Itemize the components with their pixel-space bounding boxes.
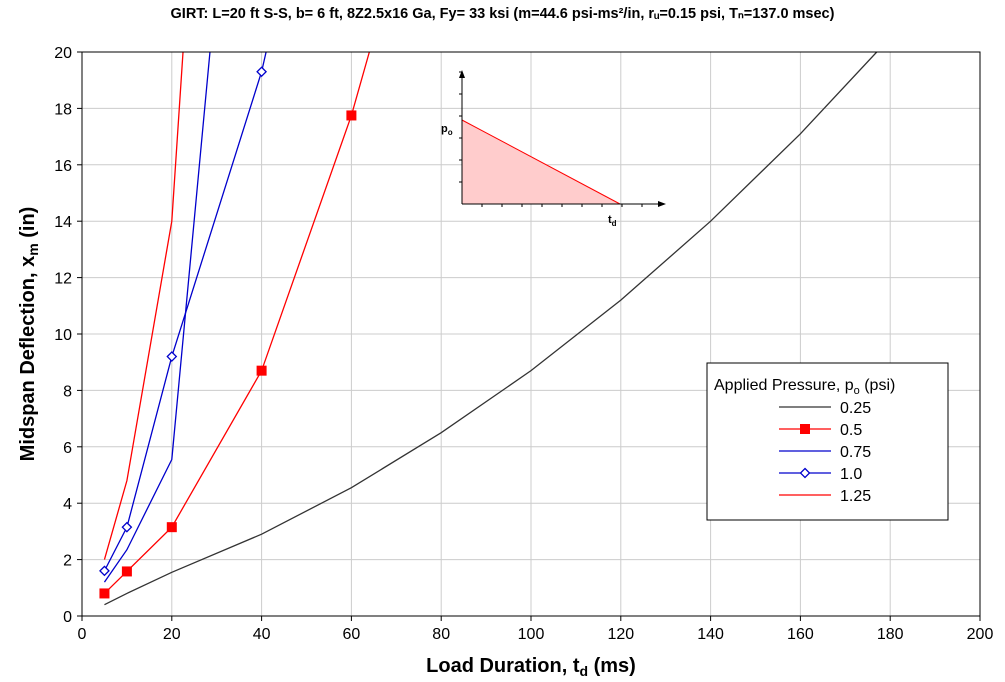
series-group: [99, 52, 878, 606]
inset-t-label: td: [608, 214, 617, 228]
x-tick-label: 160: [787, 626, 814, 643]
series-1.25: [103, 52, 184, 560]
chart-title: GIRT: L=20 ft S-S, b= 6 ft, 8Z2.5x16 Ga,…: [170, 6, 835, 22]
legend-item-1.25: 1.25: [779, 488, 871, 505]
inset-y-arrow: [459, 70, 465, 78]
y-tick-label: 6: [63, 440, 72, 457]
legend-item-0.5: 0.5: [779, 422, 862, 439]
inset-p-label: po: [441, 123, 453, 137]
data-point: [256, 365, 267, 376]
inset-x-arrow: [658, 201, 666, 207]
legend-label-0.75: 0.75: [840, 444, 871, 461]
series-line-1.25: [103, 52, 184, 560]
legend: Applied Pressure, po (psi) 0.25 0.5 0.75 1.…: [706, 362, 949, 521]
legend-item-1.0: 1.0: [779, 466, 862, 483]
y-tick-label: 12: [54, 271, 72, 288]
x-tick-label: 40: [253, 626, 271, 643]
series-line-0.5: [103, 52, 370, 594]
data-point: [121, 566, 132, 577]
y-tick-label: 14: [54, 214, 72, 231]
data-point: [166, 522, 177, 533]
x-tick-label: 200: [967, 626, 994, 643]
y-tick-label: 20: [54, 45, 72, 62]
y-tick-label: 18: [54, 101, 72, 118]
legend-box: [706, 362, 949, 521]
y-tick-label: 4: [63, 496, 72, 513]
x-tick-label: 60: [343, 626, 361, 643]
y-tick-label: 8: [63, 383, 72, 400]
series-0.5: [99, 52, 370, 599]
x-tick-label: 180: [877, 626, 904, 643]
data-point: [166, 351, 178, 362]
series-line-0.25: [104, 52, 878, 606]
legend-item-0.25: 0.25: [779, 400, 871, 417]
x-tick-label: 100: [518, 626, 545, 643]
inset-pulse-line: [461, 119, 621, 205]
y-tick-label: 2: [63, 553, 72, 570]
y-tick-label: 10: [54, 327, 72, 344]
data-point: [346, 110, 357, 121]
legend-label-1.0: 1.0: [840, 466, 862, 483]
grid-lines: [82, 52, 980, 616]
series-1.0: [99, 52, 268, 577]
y-tick-label: 0: [63, 609, 72, 626]
data-point: [99, 588, 110, 599]
x-axis-label: Load Duration, td (ms): [426, 655, 636, 679]
x-tick-label: 0: [78, 626, 87, 643]
y-tick-label: 16: [54, 158, 72, 175]
legend-title: Applied Pressure, po (psi): [714, 377, 895, 397]
x-tick-label: 80: [432, 626, 450, 643]
x-tick-label: 120: [607, 626, 634, 643]
legend-label-1.25: 1.25: [840, 488, 871, 505]
legend-marker-1.0: [799, 467, 811, 479]
axis-ticks: 0 20 40 60 80 100 120 140 160 180 200 0 2 4 6 8 10 12 14 16…: [54, 45, 993, 643]
inset-ticks: [459, 71, 643, 207]
legend-entries: 0.25 0.5 0.75 1.0 1.25: [779, 400, 871, 505]
data-point: [121, 521, 133, 533]
series-line-0.75: [103, 52, 211, 583]
data-point: [256, 66, 268, 78]
data-point: [99, 565, 110, 577]
legend-marker-0.5: [800, 424, 810, 434]
series-0.25: [104, 52, 878, 606]
legend-label-0.5: 0.5: [840, 422, 862, 439]
legend-label-0.25: 0.25: [840, 400, 871, 417]
series-0.75: [103, 52, 211, 583]
load-pulse-inset: po td: [441, 70, 666, 228]
x-tick-label: 20: [163, 626, 181, 643]
legend-item-0.75: 0.75: [779, 444, 871, 461]
x-tick-label: 140: [697, 626, 724, 643]
y-axis-label: Midspan Deflection, xm (in): [17, 207, 41, 462]
